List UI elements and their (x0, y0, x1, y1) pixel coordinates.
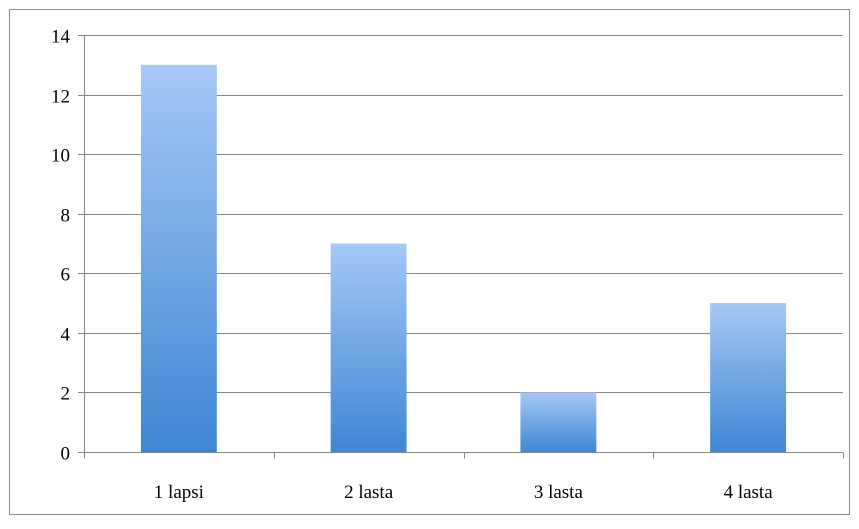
y-tick-label: 4 (61, 325, 71, 346)
x-tick-label: 3 lasta (534, 482, 584, 503)
bar-3 (520, 392, 597, 452)
y-tick-label: 12 (51, 87, 70, 108)
bar-2 (330, 243, 407, 452)
bar-4 (710, 303, 787, 452)
y-tick-label: 14 (51, 27, 71, 48)
x-tick-label: 4 lasta (724, 482, 774, 503)
y-tick-label: 0 (61, 444, 71, 465)
x-tick-label: 2 lasta (344, 482, 394, 503)
x-tick-label: 1 lapsi (154, 482, 204, 503)
bar-1 (140, 64, 217, 453)
y-tick-labels: 0 2 4 6 8 10 12 14 (51, 27, 71, 465)
axes (78, 35, 844, 459)
bars (140, 64, 787, 453)
y-tick-label: 6 (61, 265, 71, 286)
y-tick-label: 2 (61, 384, 71, 405)
y-tick-label: 8 (61, 206, 71, 227)
x-tick-labels: 1 lapsi 2 lasta 3 lasta 4 lasta (154, 482, 773, 503)
y-tick-label: 10 (51, 146, 70, 167)
